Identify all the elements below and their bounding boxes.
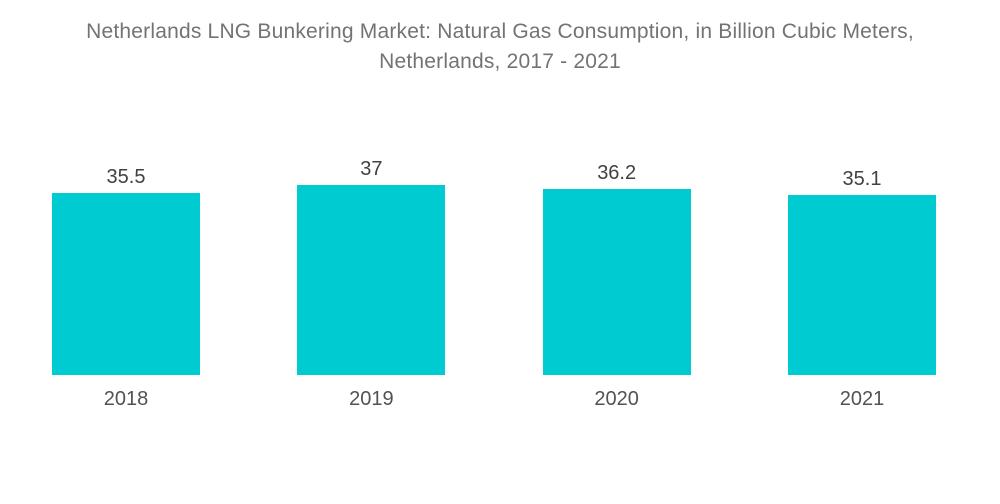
- chart-title: Netherlands LNG Bunkering Market: Natura…: [0, 17, 1000, 77]
- bar-value-label: 35.1: [842, 168, 882, 190]
- bar-2020[interactable]: [542, 189, 691, 375]
- x-axis-label: 2019: [349, 388, 394, 410]
- x-axis-label: 2020: [594, 388, 639, 410]
- chart-title-line-2: Netherlands, 2017 - 2021: [379, 50, 621, 73]
- x-axis-label: 2018: [103, 388, 149, 410]
- chart-title-line-1: Netherlands LNG Bunkering Market: Natura…: [86, 20, 914, 43]
- plot-area: 35.5 2018 37 2019 36.2 2020 35.1 2021: [52, 157, 936, 410]
- bar-value-label: 35.5: [106, 166, 146, 188]
- bar-group-2019: 37 2019: [297, 157, 446, 410]
- x-axis-label: 2021: [839, 388, 885, 410]
- bar-value-label: 36.2: [597, 162, 637, 184]
- bar-group-2021: 35.1 2021: [787, 157, 936, 410]
- bar-2021[interactable]: [787, 195, 936, 375]
- bar-value-label: 37: [360, 158, 383, 180]
- bar-2018[interactable]: [52, 193, 200, 375]
- bar-group-2020: 36.2 2020: [542, 157, 691, 410]
- bar-2019[interactable]: [297, 185, 446, 375]
- bar-group-2018: 35.5 2018: [52, 157, 200, 410]
